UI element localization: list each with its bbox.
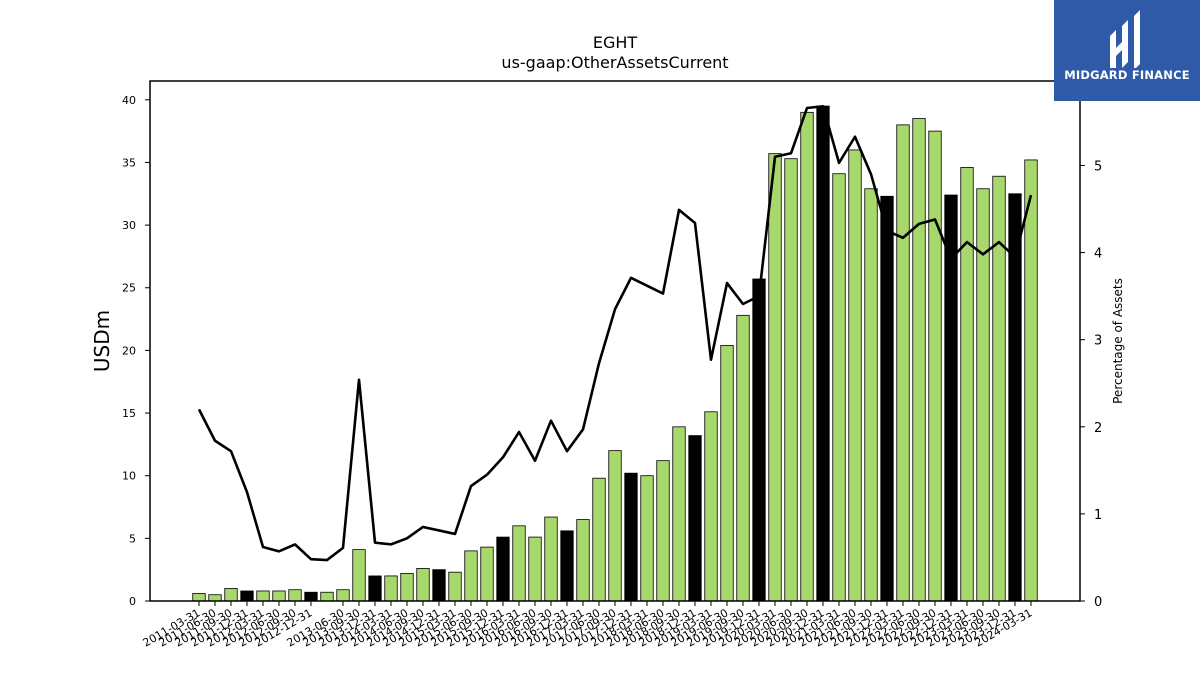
bar-2011-12-31: [240, 590, 254, 602]
bar-2019-06-30: [720, 344, 734, 602]
bar-2015-12-31: [496, 536, 510, 602]
y-right-tick-label: 0: [1094, 595, 1102, 610]
bar-2013-09-30: [352, 549, 366, 602]
bar-2020-06-30: [784, 158, 798, 602]
bar-2013-12-31: [368, 575, 382, 602]
midgard-logo-icon: [1110, 10, 1140, 68]
bar-2021-09-30: [864, 188, 878, 602]
bar-2013-03-31: [320, 591, 334, 602]
bar-2021-06-30: [848, 149, 862, 602]
y-right-tick-label: 3: [1094, 334, 1102, 349]
bar-2018-06-30: [656, 460, 670, 602]
y-tick-label: 20: [122, 344, 136, 357]
bar-2020-09-30: [800, 111, 814, 602]
y-tick-label: 15: [122, 407, 136, 420]
bar-2011-03-31: [192, 593, 206, 602]
bar-2018-09-30: [672, 426, 686, 602]
bar-2019-09-30: [736, 314, 750, 602]
bar-2022-06-30: [912, 118, 926, 602]
bar-2019-03-31: [704, 411, 718, 602]
y-right-tick-label: 1: [1094, 508, 1102, 523]
bar-2021-12-31: [880, 195, 894, 602]
bar-2023-03-31: [960, 167, 974, 602]
bar-2012-06-30: [272, 590, 286, 602]
y-right-tick-label: 4: [1094, 247, 1102, 262]
brand-logo: MIDGARD FINANCE: [1054, 0, 1200, 101]
bar-2011-09-30: [224, 588, 238, 602]
y-right-tick-label: 2: [1094, 421, 1102, 436]
y-right-tick-label: 5: [1094, 159, 1102, 174]
logo-text: MIDGARD FINANCE: [1064, 68, 1190, 82]
bar-2015-09-30: [480, 546, 494, 602]
bar-2016-12-31: [560, 530, 574, 602]
y-tick-label: 35: [122, 156, 136, 169]
bar-2015-03-31: [448, 571, 462, 602]
bar-2017-09-30: [608, 450, 622, 602]
bar-2015-06-30: [464, 550, 478, 602]
line-layer: [197, 104, 1033, 562]
bar-2012-03-31: [256, 590, 270, 602]
bar-2012-09-30: [288, 589, 302, 602]
y-tick-label: 30: [122, 219, 136, 232]
bar-2023-09-30: [992, 175, 1006, 602]
bar-2012-12-31: [304, 591, 318, 602]
bar-2014-06-30: [400, 573, 414, 602]
bar-2017-12-31: [624, 472, 638, 602]
bar-2024-03-31: [1024, 159, 1038, 602]
y-tick-label: 10: [122, 470, 136, 483]
right-axis-ticks: 0 1 2 3 4 5: [1080, 159, 1102, 610]
bar-2017-06-30: [592, 477, 606, 602]
left-axis-ticks: 0 5 10 15 20 25 30 35 40: [122, 94, 150, 608]
bar-2016-06-30: [528, 536, 542, 602]
chart-subtitle: us-gaap:OtherAssetsCurrent: [501, 53, 728, 72]
bar-2014-09-30: [416, 568, 430, 602]
bar-2013-06-30: [336, 589, 350, 602]
bar-2020-03-31: [768, 153, 782, 602]
bar-2022-09-30: [928, 130, 942, 602]
bar-2021-03-31: [832, 173, 846, 602]
bar-2016-03-31: [512, 525, 526, 602]
percentage-line-series: [197, 104, 1033, 562]
y-tick-label: 25: [122, 282, 136, 295]
bar-2017-03-31: [576, 519, 590, 602]
bar-2020-12-31: [816, 105, 830, 602]
bar-2011-06-30: [208, 594, 222, 602]
y-tick-label: 0: [129, 595, 136, 608]
y-tick-label: 40: [122, 94, 136, 107]
bar-2022-03-31: [896, 124, 910, 602]
bar-2016-09-30: [544, 516, 558, 602]
bar-2014-12-31: [432, 569, 446, 602]
y-axis-label-right: Percentage of Assets: [1111, 278, 1125, 404]
bar-2014-03-31: [384, 575, 398, 602]
bar-2018-12-31: [688, 435, 702, 602]
bar-2018-03-31: [640, 475, 654, 602]
bar-2019-12-31: [752, 278, 766, 602]
y-tick-label: 5: [129, 532, 136, 545]
bars-layer: [192, 105, 1038, 602]
y-axis-label-left: USDm: [90, 310, 114, 372]
chart-title: EGHT: [593, 33, 638, 52]
x-axis-ticks: 2011-03-312011-06-302011-09-302011-12-31…: [141, 601, 1035, 650]
